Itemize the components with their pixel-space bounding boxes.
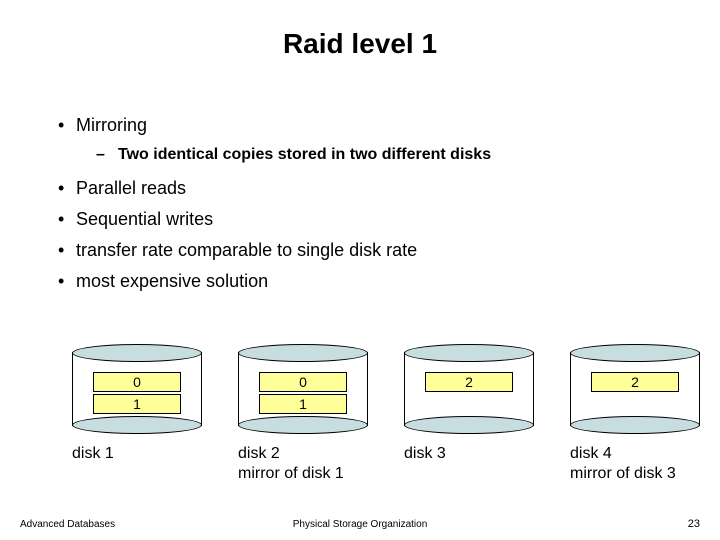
bullet-text: Sequential writes	[76, 209, 213, 229]
cylinder-icon: 2	[404, 344, 534, 434]
bullet-text: most expensive solution	[76, 271, 268, 291]
disk: 01disk 1	[72, 344, 202, 434]
disk: 01disk 2mirror of disk 1	[238, 344, 368, 434]
bullet-item: •Parallel reads	[58, 175, 491, 202]
bullet-item: •Mirroring	[58, 112, 491, 139]
cylinder-icon: 01	[238, 344, 368, 434]
slide-title: Raid level 1	[0, 28, 720, 60]
disk: 2disk 4mirror of disk 3	[570, 344, 700, 434]
bullet-text: Mirroring	[76, 115, 147, 135]
data-block: 1	[93, 394, 181, 414]
bullet-list: •Mirroring –Two identical copies stored …	[58, 112, 491, 299]
disk-label: disk 4mirror of disk 3	[570, 444, 720, 484]
disk: 2disk 3	[404, 344, 534, 434]
disk-label: disk 3	[404, 444, 554, 464]
bullet-item: •most expensive solution	[58, 268, 491, 295]
footer-center: Physical Storage Organization	[0, 519, 720, 530]
raid-diagram: 01disk 101disk 2mirror of disk 12disk 32…	[0, 344, 720, 484]
bullet-text: transfer rate comparable to single disk …	[76, 240, 417, 260]
bullet-item: •Sequential writes	[58, 206, 491, 233]
data-block: 0	[93, 372, 181, 392]
data-block: 1	[259, 394, 347, 414]
sub-bullet-item: –Two identical copies stored in two diff…	[96, 143, 491, 167]
bullet-item: •transfer rate comparable to single disk…	[58, 237, 491, 264]
cylinder-icon: 01	[72, 344, 202, 434]
footer-right: 23	[688, 518, 700, 530]
disk-label: disk 2mirror of disk 1	[238, 444, 388, 484]
data-block: 0	[259, 372, 347, 392]
data-block: 2	[425, 372, 513, 392]
disk-label: disk 1	[72, 444, 222, 464]
bullet-text: Parallel reads	[76, 178, 186, 198]
data-block: 2	[591, 372, 679, 392]
cylinder-icon: 2	[570, 344, 700, 434]
sub-bullet-text: Two identical copies stored in two diffe…	[118, 146, 491, 163]
slide: Raid level 1 •Mirroring –Two identical c…	[0, 0, 720, 540]
